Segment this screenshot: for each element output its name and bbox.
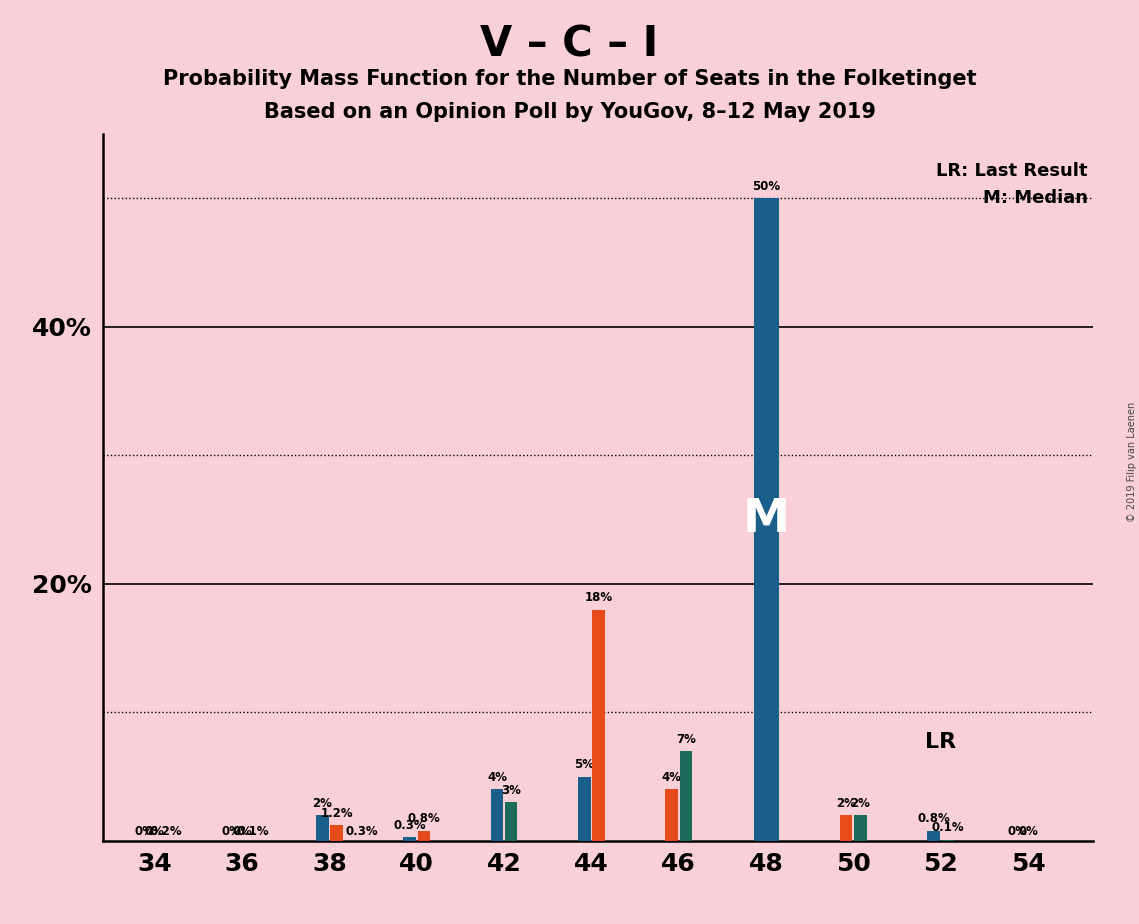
Text: © 2019 Filip van Laenen: © 2019 Filip van Laenen	[1126, 402, 1137, 522]
Text: 0.1%: 0.1%	[237, 824, 270, 838]
Text: 4%: 4%	[487, 772, 507, 784]
Bar	[854, 815, 867, 841]
Text: 5%: 5%	[574, 759, 595, 772]
Text: Probability Mass Function for the Number of Seats in the Folketinget: Probability Mass Function for the Number…	[163, 69, 976, 90]
Bar	[665, 789, 678, 841]
Text: 7%: 7%	[675, 733, 696, 746]
Text: 3%: 3%	[501, 784, 522, 797]
Text: 1.2%: 1.2%	[320, 808, 353, 821]
Text: 0.3%: 0.3%	[393, 819, 426, 832]
Text: 0.2%: 0.2%	[149, 824, 182, 838]
Bar	[330, 825, 343, 841]
Text: 18%: 18%	[584, 591, 613, 604]
Bar	[491, 789, 503, 841]
Text: 2%: 2%	[836, 797, 857, 810]
Text: LR: LR	[925, 732, 956, 752]
Text: 0%: 0%	[134, 824, 154, 838]
Text: 0%: 0%	[221, 824, 241, 838]
Bar	[317, 815, 329, 841]
Text: M: Median: M: Median	[983, 189, 1088, 207]
Text: V – C – I: V – C – I	[481, 23, 658, 65]
Bar	[680, 751, 693, 841]
Bar	[839, 815, 852, 841]
Text: 0%: 0%	[1018, 824, 1038, 838]
Bar	[579, 776, 591, 841]
Text: 2%: 2%	[312, 797, 333, 810]
Bar	[927, 831, 940, 841]
Bar	[403, 837, 416, 841]
Bar	[754, 199, 779, 841]
Text: 4%: 4%	[662, 772, 681, 784]
Text: M: M	[743, 497, 789, 542]
Text: Based on an Opinion Poll by YouGov, 8–12 May 2019: Based on an Opinion Poll by YouGov, 8–12…	[263, 102, 876, 122]
Text: 0%: 0%	[1007, 824, 1027, 838]
Text: 0%: 0%	[232, 824, 252, 838]
Text: 2%: 2%	[851, 797, 870, 810]
Text: 0.1%: 0.1%	[932, 821, 964, 834]
Bar	[505, 802, 517, 841]
Text: 0.3%: 0.3%	[346, 824, 378, 838]
Text: 0.8%: 0.8%	[917, 812, 950, 825]
Bar	[418, 831, 431, 841]
Text: 0.8%: 0.8%	[408, 812, 441, 825]
Text: 50%: 50%	[752, 180, 780, 193]
Bar	[592, 610, 605, 841]
Bar	[942, 840, 954, 841]
Text: 0%: 0%	[145, 824, 165, 838]
Text: LR: Last Result: LR: Last Result	[936, 162, 1088, 179]
